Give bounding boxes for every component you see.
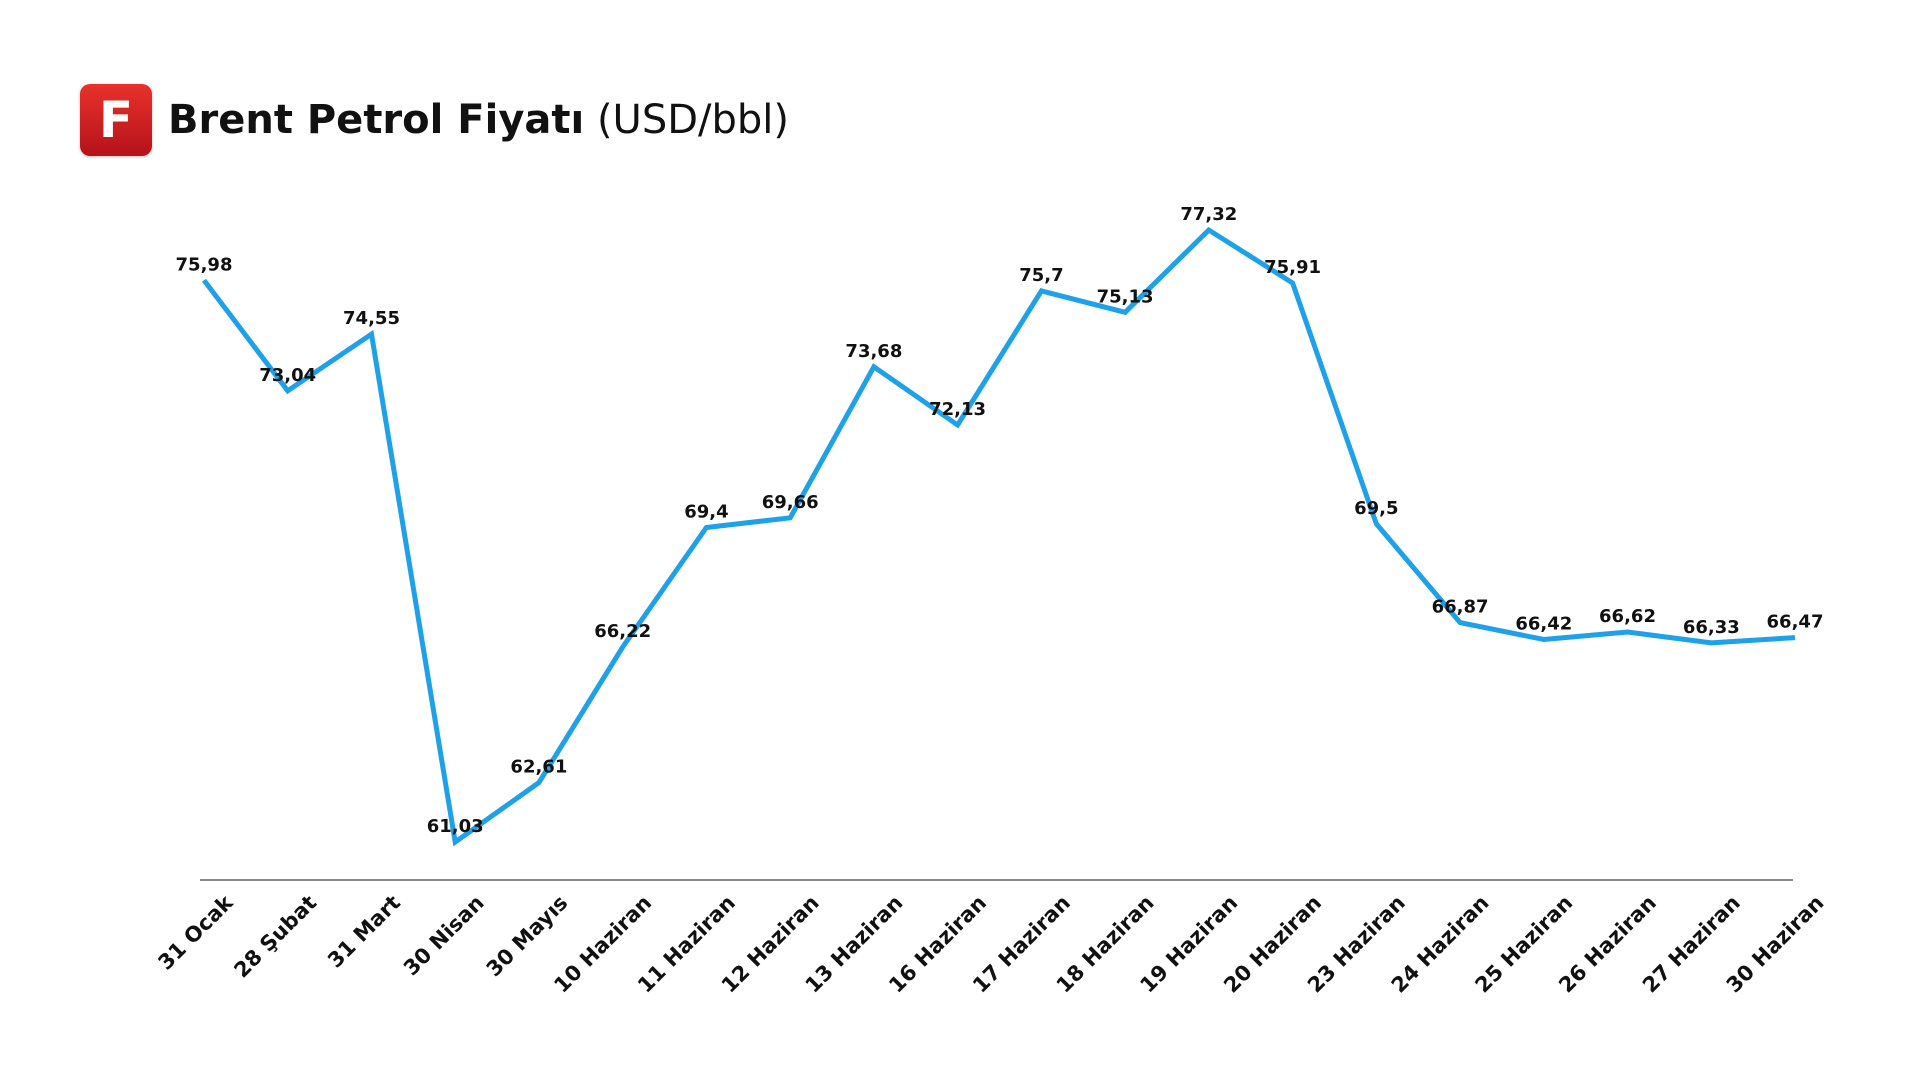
data-label: 66,47 (1767, 612, 1824, 633)
data-label: 66,33 (1683, 617, 1740, 638)
data-label: 62,61 (510, 757, 567, 778)
data-label: 77,32 (1180, 204, 1237, 225)
data-label: 61,03 (427, 816, 484, 837)
data-label: 66,87 (1432, 597, 1489, 618)
chart-title: Brent Petrol Fiyatı (USD/bbl) (168, 97, 789, 143)
data-label: 75,7 (1019, 265, 1063, 286)
data-label: 74,55 (343, 308, 400, 329)
data-label: 75,91 (1264, 257, 1321, 278)
brand-logo-letter: F (98, 91, 134, 149)
x-tick-label: 31 Mart (323, 891, 405, 973)
data-label: 73,68 (845, 341, 902, 362)
data-label: 66,62 (1599, 606, 1656, 627)
data-label: 75,13 (1097, 286, 1154, 307)
data-label: 72,13 (929, 399, 986, 420)
data-label: 73,04 (259, 365, 316, 386)
data-label: 69,4 (684, 502, 728, 523)
x-tick-label: 28 Şubat (229, 891, 321, 983)
data-labels: 75,98 73,04 74,55 61,03 62,61 66,22 69,4 69,66 7… (176, 204, 1824, 837)
chart-title-unit: (USD/bbl) (596, 97, 789, 143)
x-tick-label: 31 Ocak (153, 890, 238, 975)
chart-header: F Brent Petrol Fiyatı (USD/bbl) (80, 84, 789, 156)
data-label: 69,66 (762, 492, 819, 513)
chart-title-main: Brent Petrol Fiyatı (168, 97, 585, 143)
data-label: 66,42 (1515, 614, 1572, 635)
series-line (202, 226, 1796, 847)
data-label: 66,22 (594, 621, 651, 642)
data-label: 69,5 (1354, 498, 1398, 519)
data-label: 75,98 (176, 254, 233, 275)
x-tick-label: 30 Nisan (399, 891, 489, 981)
x-tick-label: 30 Mayıs (482, 891, 573, 982)
brand-logo: F (80, 84, 152, 156)
